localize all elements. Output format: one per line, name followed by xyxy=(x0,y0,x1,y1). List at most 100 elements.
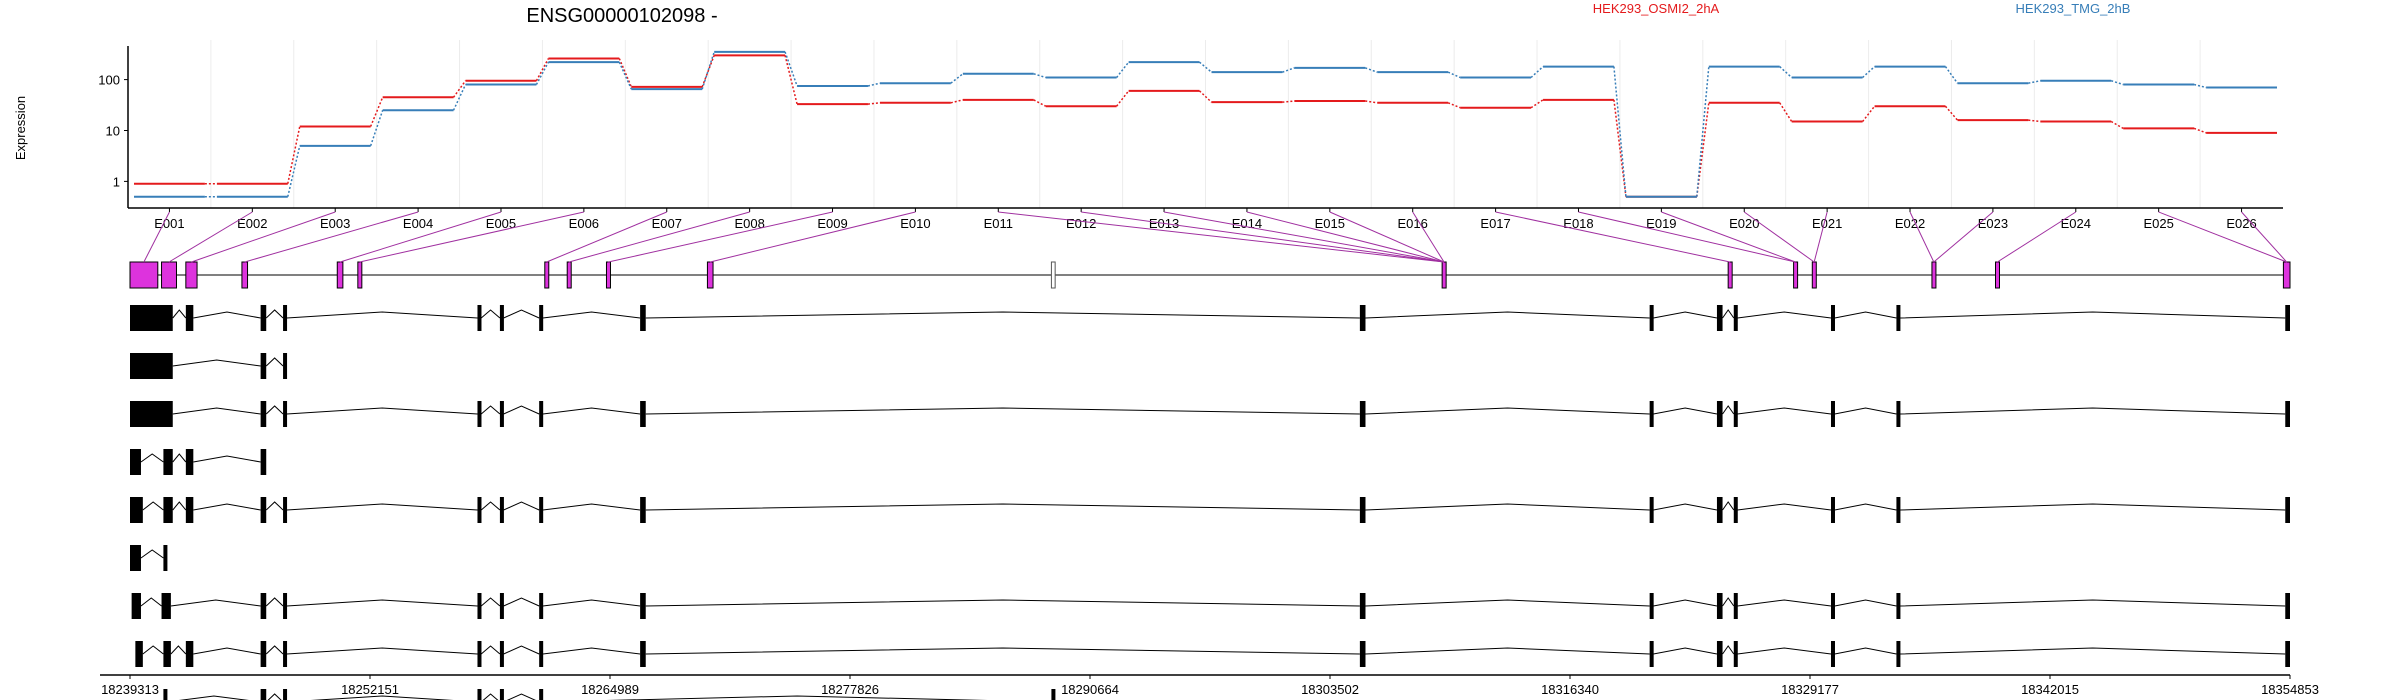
bin-to-exon-connector xyxy=(1246,211,1445,263)
gene-exon-block xyxy=(544,261,550,289)
transcript-exon-block xyxy=(539,689,544,700)
series-step-connector xyxy=(369,96,384,127)
transcript-exon-block xyxy=(640,641,646,667)
transcript-intron-line xyxy=(1722,501,1735,511)
transcript-intron-line xyxy=(1900,311,2286,319)
transcript-intron-line xyxy=(265,405,284,415)
transcript-intron-line xyxy=(1722,309,1735,319)
series-step-connector xyxy=(1613,99,1627,197)
gene-exon-block xyxy=(1793,261,1799,289)
transcript-exon-block xyxy=(185,497,194,523)
x-tick-label: E014 xyxy=(1232,216,1262,231)
transcript-exon-block xyxy=(1716,497,1723,523)
transcript-exon-block xyxy=(1359,593,1366,619)
transcript-exon-block xyxy=(1051,689,1056,700)
transcript-intron-line xyxy=(193,311,261,319)
transcript-exon-block xyxy=(477,305,482,331)
transcript-intron-line xyxy=(542,407,641,415)
transcript-exon-block xyxy=(1830,593,1835,619)
transcript-tracks xyxy=(130,305,2290,700)
gene-exon-block xyxy=(357,261,363,289)
transcript-exon-block xyxy=(185,449,194,475)
series-step-connector xyxy=(701,51,715,90)
transcript-exon-block xyxy=(1649,593,1654,619)
transcript-intron-line xyxy=(193,647,261,655)
genomic-tick-label: 18290664 xyxy=(1061,682,1119,697)
x-tick-label: E003 xyxy=(320,216,350,231)
transcript-intron-line xyxy=(286,599,478,607)
transcript-exon-block xyxy=(539,497,544,523)
transcript-intron-line xyxy=(1653,407,1718,415)
genomic-tick-label: 18252151 xyxy=(341,682,399,697)
transcript-intron-line xyxy=(1834,503,1897,511)
transcript-intron-line xyxy=(1834,599,1897,607)
transcript-exon-block xyxy=(130,305,173,331)
bin-to-exon-connector xyxy=(1933,211,1994,263)
transcript-exon-block xyxy=(163,449,173,475)
transcript-exon-block xyxy=(477,689,482,700)
transcript-intron-line xyxy=(542,647,641,655)
transcript-exon-block xyxy=(1716,593,1723,619)
transcript-exon-block xyxy=(283,641,288,667)
transcript-exon-block xyxy=(1359,641,1366,667)
transcript-exon-block xyxy=(539,641,544,667)
transcript-exon-block xyxy=(1896,641,1901,667)
y-axis-label: Expression xyxy=(13,96,28,160)
transcript-intron-line xyxy=(1737,407,1832,415)
x-tick-label: E025 xyxy=(2143,216,2173,231)
transcript-intron-line xyxy=(170,645,187,655)
transcript-intron-line xyxy=(265,501,284,511)
transcript-intron-line xyxy=(1737,503,1832,511)
x-tick-label: E017 xyxy=(1480,216,1510,231)
bin-to-exon-connector xyxy=(191,211,336,263)
transcript-intron-line xyxy=(1834,647,1897,655)
transcript-exon-block xyxy=(260,305,267,331)
transcript-intron-line xyxy=(645,407,1360,415)
transcript-exon-block xyxy=(477,401,482,427)
bin-to-exon-connector xyxy=(1578,211,1796,263)
transcript-intron-line xyxy=(645,599,1360,607)
plot-area: 1 10 100 E001 E002 E003 E004 E005 E006 E007 E008 E0… xyxy=(98,40,2283,231)
transcript-exon-block xyxy=(2285,305,2290,331)
transcript-intron-line xyxy=(170,599,261,607)
transcript-exon-block xyxy=(2285,593,2290,619)
bin-to-exon-connector xyxy=(1743,211,1815,263)
transcript-exon-block xyxy=(1359,497,1366,523)
bin-to-exon-connector xyxy=(2158,211,2287,263)
transcript-intron-line xyxy=(286,311,478,319)
transcript-exon-block xyxy=(260,401,267,427)
x-tick-label: E008 xyxy=(734,216,764,231)
series-step-connector xyxy=(950,73,964,84)
bin-to-exon-connector xyxy=(1909,211,1935,263)
x-tick-label: E019 xyxy=(1646,216,1676,231)
transcript-exon-block xyxy=(539,593,544,619)
transcript-intron-line xyxy=(286,647,478,655)
chart-title: ENSG00000102098 - xyxy=(526,5,717,27)
transcript-exon-block xyxy=(1830,497,1835,523)
transcript-intron-line xyxy=(1737,599,1832,607)
transcript-exon-block xyxy=(1716,401,1723,427)
transcript-intron-line xyxy=(172,453,187,463)
x-tick-label: E016 xyxy=(1398,216,1428,231)
series-step-connector xyxy=(1944,105,1959,121)
transcript-exon-block xyxy=(283,353,288,379)
transcript-exon-block xyxy=(161,593,171,619)
transcript-intron-line xyxy=(506,693,536,700)
gene-exon-block xyxy=(129,261,159,289)
x-tick-label: E024 xyxy=(2061,216,2091,231)
transcript-exon-block xyxy=(640,401,646,427)
transcript-intron-line xyxy=(1900,599,2286,607)
transcript-exon-block xyxy=(283,593,288,619)
transcript-intron-line xyxy=(645,647,1360,655)
bin-to-exon-connector xyxy=(1813,211,1828,263)
transcript-intron-line xyxy=(140,453,164,463)
bin-to-exon-connector xyxy=(1661,211,1796,263)
series-step-connector xyxy=(287,126,301,184)
transcript-exon-block xyxy=(1649,305,1654,331)
transcript-exon-block xyxy=(283,689,288,700)
transcript-intron-line xyxy=(310,695,454,700)
x-tick-label: E006 xyxy=(569,216,599,231)
transcript-intron-line xyxy=(1737,647,1832,655)
x-tick-label: E011 xyxy=(984,216,1013,231)
